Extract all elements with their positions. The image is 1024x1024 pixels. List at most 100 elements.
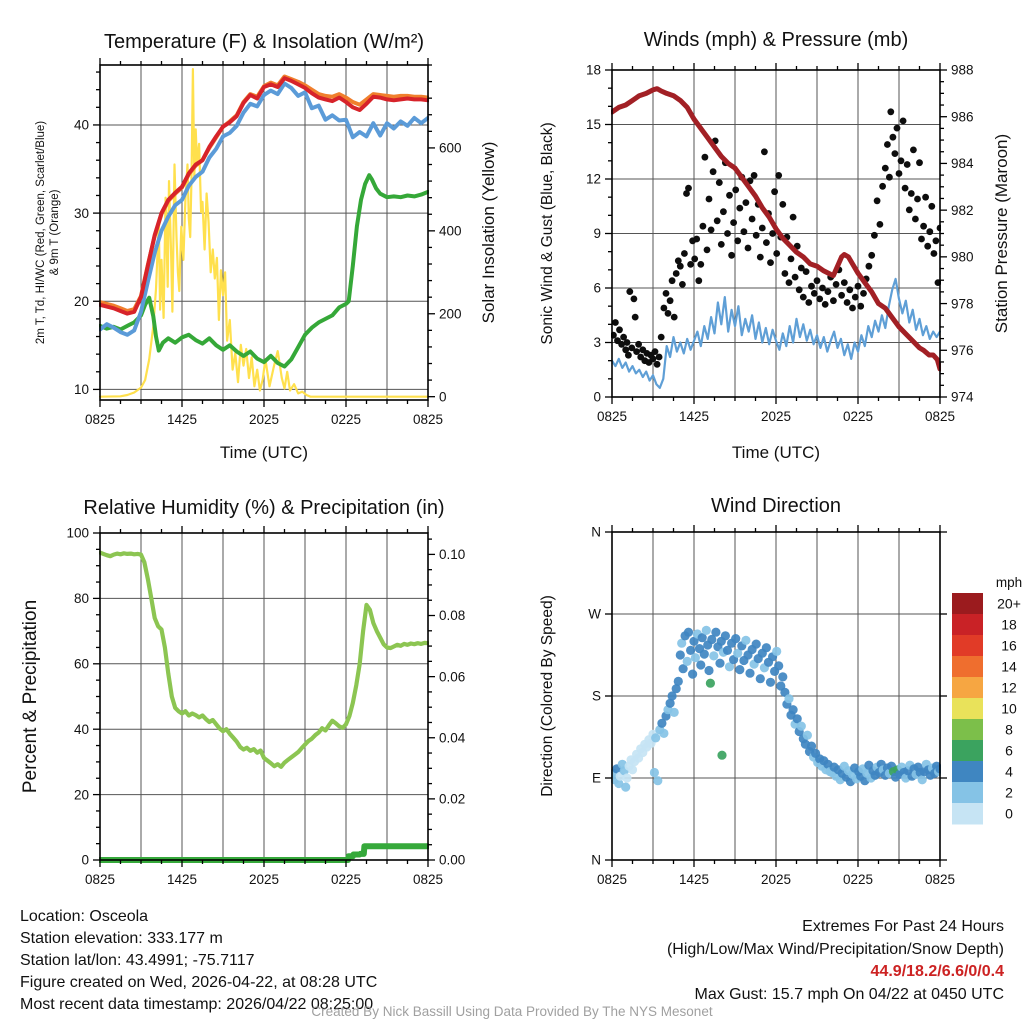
y2-axis-label: Solar Insolation (Yellow) bbox=[479, 142, 498, 324]
x-tick-label: 0825 bbox=[85, 872, 115, 887]
x-tick-label: 0825 bbox=[597, 409, 627, 424]
chart-title: Wind Direction bbox=[711, 495, 841, 517]
x-axis-label: Time (UTC) bbox=[220, 443, 308, 462]
gridlines bbox=[612, 532, 940, 860]
y2-tick-label: 200 bbox=[439, 306, 462, 321]
y-tick-label: N bbox=[591, 525, 601, 540]
legend-label: 10 bbox=[1001, 700, 1017, 716]
series-sonic-wind bbox=[611, 277, 941, 389]
y-tick-label: 20 bbox=[74, 787, 89, 802]
x-tick-label: 0825 bbox=[925, 409, 955, 424]
y2-tick-label: 0.08 bbox=[439, 608, 465, 623]
x-tick-label: 0825 bbox=[925, 872, 955, 887]
y-axis-label: 2m T, Td, HI/WC (Red, Green, Scarlet/Blu… bbox=[35, 121, 47, 344]
x-tick-label: 0825 bbox=[597, 872, 627, 887]
y-tick-label: W bbox=[588, 607, 601, 622]
y2-tick-label: 0.00 bbox=[439, 853, 465, 868]
station-latlon: Station lat/lon: 43.4991; -75.7117 bbox=[20, 952, 255, 969]
station-location: Location: Osceola bbox=[20, 908, 149, 925]
y-tick-label: 20 bbox=[74, 294, 89, 309]
x-tick-label: 1425 bbox=[679, 409, 709, 424]
y-tick-label: 6 bbox=[593, 281, 601, 296]
x-tick-label: 2025 bbox=[249, 412, 279, 427]
station-elevation: Station elevation: 333.177 m bbox=[20, 930, 223, 947]
y-tick-label: N bbox=[591, 853, 601, 868]
legend-label: 8 bbox=[1005, 721, 1013, 737]
gridlines bbox=[612, 70, 940, 397]
x-tick-label: 0225 bbox=[331, 412, 361, 427]
series-dewpoint-2m bbox=[99, 173, 429, 369]
y-tick-label: 0 bbox=[81, 853, 89, 868]
chart-temperature-insolation: 0825 1425 2025 0225 0825102030400200400600Te… bbox=[35, 31, 498, 462]
data-timestamp: Most recent data timestamp: 2026/04/22 0… bbox=[20, 996, 374, 1013]
y-tick-label: 15 bbox=[586, 117, 601, 132]
y2-tick-label: 0.06 bbox=[439, 669, 465, 684]
chart-title: Temperature (F) & Insolation (W/m²) bbox=[104, 31, 424, 53]
chart-winds-pressure: 0825 1425 2025 0225 0825 0 3 6 9 12 15 18 974 976 978 9… bbox=[539, 29, 1011, 462]
legend-label: 0 bbox=[1005, 805, 1013, 821]
y2-tick-label: 986 bbox=[951, 109, 974, 124]
axis-ticks bbox=[605, 63, 947, 404]
x-tick-label: 0225 bbox=[331, 872, 361, 887]
y-tick-label: 0 bbox=[593, 390, 601, 405]
station-info: Location: Osceola Station elevation: 333… bbox=[20, 906, 377, 1016]
series-solar-insolation bbox=[99, 68, 429, 398]
x-tick-label: 2025 bbox=[761, 409, 791, 424]
y2-tick-label: 980 bbox=[951, 250, 974, 265]
y-tick-label: 18 bbox=[586, 63, 601, 78]
credit-line: Created By Nick Bassill Using Data Provi… bbox=[311, 1004, 713, 1019]
y-tick-label: 30 bbox=[74, 206, 89, 221]
legend-label: 16 bbox=[1001, 637, 1017, 653]
figure-created-timestamp: Figure created on Wed, 2026-04-22, at 08… bbox=[20, 974, 378, 991]
x-tick-label: 1425 bbox=[679, 872, 709, 887]
x-tick-label: 2025 bbox=[249, 872, 279, 887]
axis-ticks bbox=[93, 526, 435, 867]
extremes-block: Extremes For Past 24 Hours (High/Low/Max… bbox=[667, 916, 1004, 1006]
legend-label: 4 bbox=[1005, 763, 1013, 779]
legend-title: mph bbox=[996, 575, 1022, 590]
y-tick-label: 60 bbox=[74, 657, 89, 672]
x-tick-label: 0825 bbox=[413, 412, 443, 427]
y2-tick-label: 988 bbox=[951, 63, 974, 78]
extremes-title: Extremes For Past 24 Hours bbox=[802, 918, 1004, 935]
x-tick-label: 0825 bbox=[413, 872, 443, 887]
y-tick-label: 10 bbox=[74, 382, 89, 397]
legend-label: 14 bbox=[1001, 658, 1017, 674]
x-tick-label: 1425 bbox=[167, 872, 197, 887]
series-precipitation bbox=[99, 843, 429, 863]
series-wind-chill-2m bbox=[99, 81, 429, 337]
y2-tick-label: 976 bbox=[951, 343, 974, 358]
x-tick-label: 0825 bbox=[85, 412, 115, 427]
y2-tick-label: 600 bbox=[439, 141, 462, 156]
series-station-pressure bbox=[611, 86, 941, 372]
y2-tick-label: 982 bbox=[951, 203, 974, 218]
y-tick-label: 100 bbox=[66, 526, 89, 541]
y-tick-label: S bbox=[592, 689, 601, 704]
y2-tick-label: 400 bbox=[439, 224, 462, 239]
x-axis-label: Time (UTC) bbox=[732, 443, 820, 462]
x-tick-label: 2025 bbox=[761, 872, 791, 887]
legend-label: 12 bbox=[1001, 679, 1017, 695]
chart-title: Relative Humidity (%) & Precipitation (i… bbox=[83, 497, 444, 519]
y-tick-label: 80 bbox=[74, 591, 89, 606]
y-axis-label: & 9m T (Orange) bbox=[49, 189, 61, 275]
gridlines bbox=[100, 65, 428, 400]
series-temp-2m bbox=[99, 76, 429, 316]
axis-ticks bbox=[93, 58, 435, 407]
y-tick-label: 40 bbox=[74, 722, 89, 737]
y-axis-label: Sonic Wind & Gust (Blue, Black) bbox=[539, 122, 556, 344]
chart-title: Winds (mph) & Pressure (mb) bbox=[644, 29, 909, 51]
y2-tick-label: 978 bbox=[951, 296, 974, 311]
extremes-subtitle: (High/Low/Max Wind/Precipitation/Snow De… bbox=[666, 940, 1004, 958]
y-tick-label: E bbox=[592, 771, 601, 786]
y2-tick-label: 0.02 bbox=[439, 792, 465, 807]
y-axis-label: Percent & Precipitation bbox=[20, 600, 41, 793]
speed-legend: mph 20+ 18 16 14 12 10 8 6 4 2 0 bbox=[952, 575, 1022, 825]
x-tick-label: 0225 bbox=[843, 409, 873, 424]
y-tick-label: 3 bbox=[593, 335, 601, 350]
chart-wind-direction: 0825 1425 2025 0225 0825 N E S W N Wind Direction D… bbox=[539, 495, 1022, 887]
gridlines bbox=[100, 533, 428, 860]
y2-tick-label: 0 bbox=[439, 389, 447, 404]
